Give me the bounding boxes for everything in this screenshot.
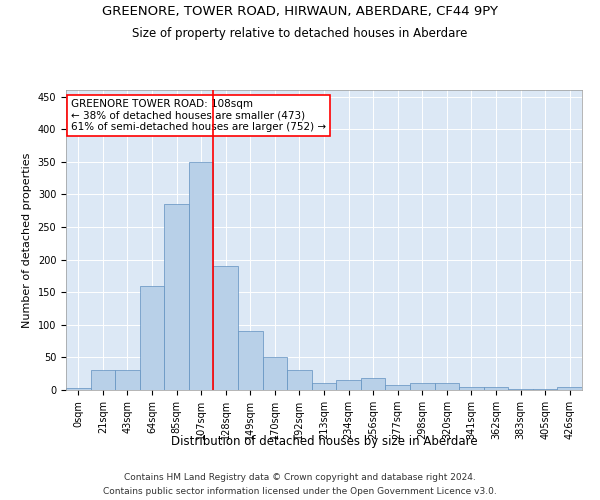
Bar [361,378,385,390]
Bar [434,384,459,390]
Bar [533,388,557,390]
Bar [385,386,410,390]
Text: Distribution of detached houses by size in Aberdare: Distribution of detached houses by size … [170,435,478,448]
Bar [287,370,312,390]
Bar [410,384,434,390]
Bar [115,370,140,390]
Bar [164,204,189,390]
Text: Contains public sector information licensed under the Open Government Licence v3: Contains public sector information licen… [103,488,497,496]
Bar [189,162,214,390]
Bar [312,384,336,390]
Bar [66,388,91,390]
Bar [214,266,238,390]
Text: Contains HM Land Registry data © Crown copyright and database right 2024.: Contains HM Land Registry data © Crown c… [124,472,476,482]
Bar [508,388,533,390]
Bar [557,386,582,390]
Text: Size of property relative to detached houses in Aberdare: Size of property relative to detached ho… [133,28,467,40]
Bar [238,332,263,390]
Text: GREENORE TOWER ROAD: 108sqm
← 38% of detached houses are smaller (473)
61% of se: GREENORE TOWER ROAD: 108sqm ← 38% of det… [71,99,326,132]
Bar [459,386,484,390]
Text: GREENORE, TOWER ROAD, HIRWAUN, ABERDARE, CF44 9PY: GREENORE, TOWER ROAD, HIRWAUN, ABERDARE,… [102,5,498,18]
Bar [263,358,287,390]
Bar [336,380,361,390]
Bar [91,370,115,390]
Bar [140,286,164,390]
Bar [484,386,508,390]
Y-axis label: Number of detached properties: Number of detached properties [22,152,32,328]
